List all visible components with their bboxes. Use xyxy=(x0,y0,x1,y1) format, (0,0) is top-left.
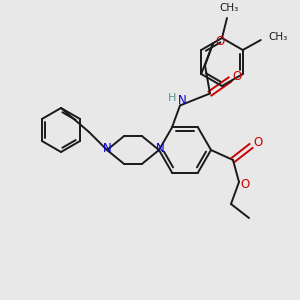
Text: O: O xyxy=(215,35,225,48)
Text: O: O xyxy=(232,70,242,83)
Text: N: N xyxy=(178,94,186,107)
Text: O: O xyxy=(240,178,250,191)
Text: O: O xyxy=(254,136,262,149)
Text: H: H xyxy=(168,94,176,103)
Text: N: N xyxy=(103,142,111,155)
Text: CH₃: CH₃ xyxy=(219,3,238,13)
Text: CH₃: CH₃ xyxy=(269,32,288,42)
Text: N: N xyxy=(156,142,164,155)
